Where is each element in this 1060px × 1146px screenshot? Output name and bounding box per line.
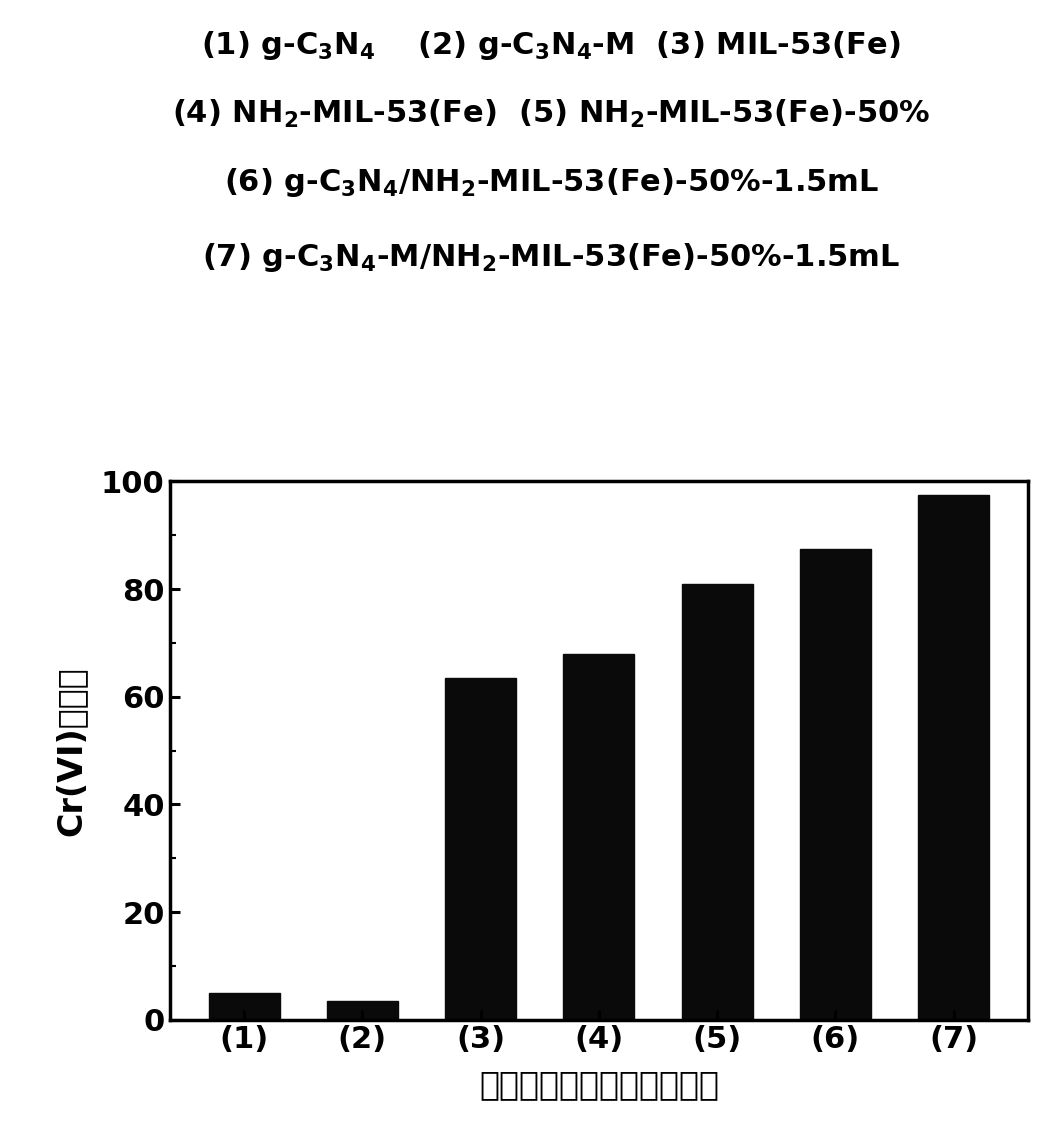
Bar <box>564 653 634 1020</box>
Text: (4) $\mathregular{NH_2}$-MIL-53(Fe)  (5) $\mathregular{NH_2}$-MIL-53(Fe)-50%: (4) $\mathregular{NH_2}$-MIL-53(Fe) (5) … <box>172 97 931 129</box>
X-axis label: 不同组分催化剂的性能对比: 不同组分催化剂的性能对比 <box>479 1068 719 1100</box>
Bar <box>918 495 989 1020</box>
Text: (1) g-$\mathregular{C_3N_4}$    (2) g-$\mathregular{C_3N_4}$-M  (3) MIL-53(Fe): (1) g-$\mathregular{C_3N_4}$ (2) g-$\mat… <box>201 29 901 62</box>
Bar <box>209 992 280 1020</box>
Bar <box>800 549 871 1020</box>
Text: (6) g-$\mathregular{C_3N_4}$/$\mathregular{NH_2}$-MIL-53(Fe)-50%-1.5mL: (6) g-$\mathregular{C_3N_4}$/$\mathregul… <box>224 166 879 199</box>
Bar <box>445 678 516 1020</box>
Bar <box>326 1002 398 1020</box>
Y-axis label: Cr(VI)去除率: Cr(VI)去除率 <box>54 666 87 835</box>
Bar <box>682 583 753 1020</box>
Text: (7) g-$\mathregular{C_3N_4}$-M/$\mathregular{NH_2}$-MIL-53(Fe)-50%-1.5mL: (7) g-$\mathregular{C_3N_4}$-M/$\mathreg… <box>202 241 900 274</box>
